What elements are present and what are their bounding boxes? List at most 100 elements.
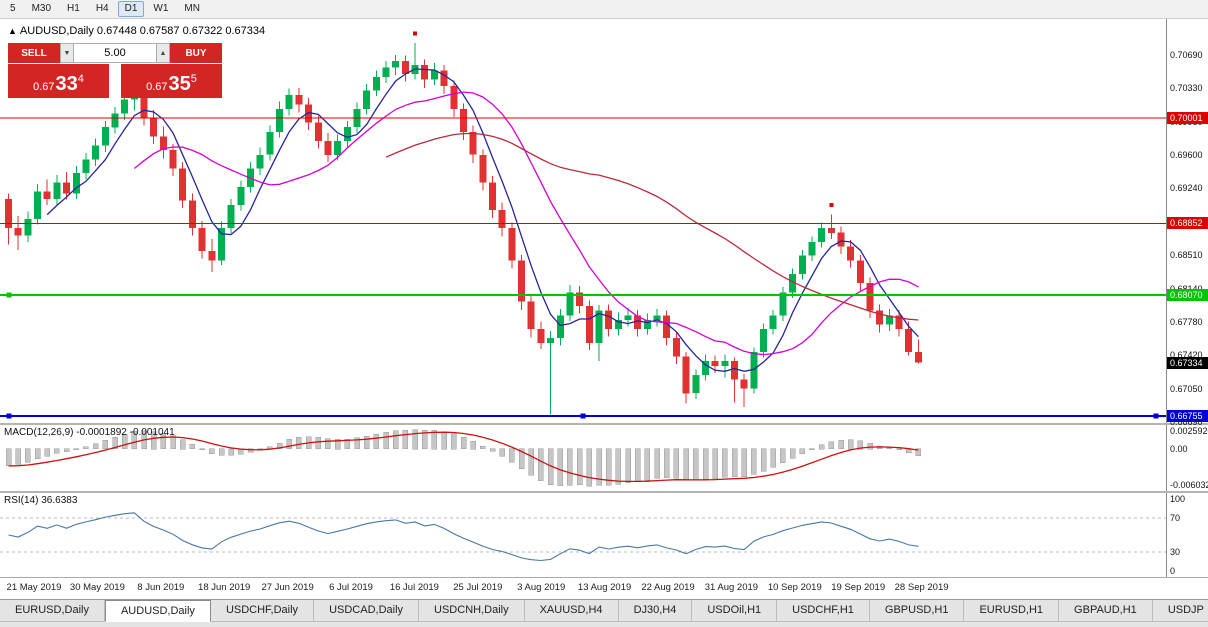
price-tick-label: 0.67780: [1170, 316, 1203, 327]
timeframe-toolbar: 5 M30 H1 H4 D1 W1 MN: [0, 0, 1208, 19]
date-label: 27 Jun 2019: [261, 582, 314, 593]
time-axis[interactable]: 21 May 2019 30 May 2019 8 Jun 2019 18 Jun 2…: [0, 577, 1208, 599]
rsi-panel[interactable]: RSI(14) 36.6383 100 70 30 0: [0, 493, 1208, 577]
ma-slow-line: [385, 132, 919, 321]
rsi-axis[interactable]: 100 70 30 0: [1166, 493, 1208, 577]
chart-tab[interactable]: EURUSD,H1: [964, 600, 1060, 622]
rsi-chart: [0, 512, 1166, 562]
line-handle: [6, 292, 12, 298]
volume-stepper: ▼ 5.00 ▲: [60, 43, 170, 63]
chart-tab[interactable]: XAUUSD,H4: [524, 600, 619, 622]
price-chart[interactable]: [0, 19, 1166, 423]
signal-marker: [829, 203, 834, 208]
buy-price-button[interactable]: 0.67 35 5: [121, 64, 222, 98]
price-tick-label: 0.68510: [1170, 249, 1203, 260]
chart-ohlc-header: ▲ AUDUSD,Daily 0.67448 0.67587 0.67322 0.…: [8, 25, 265, 37]
date-label: 22 Aug 2019: [641, 582, 695, 593]
level-price-badge: 0.70001: [1167, 112, 1208, 124]
timeframe-button-H4[interactable]: H4: [95, 3, 109, 14]
signal-marker: [413, 31, 418, 36]
macd-chart: [5, 429, 922, 487]
price-tick-label: 0.69600: [1170, 149, 1203, 160]
price-tick-label: 0.69240: [1170, 182, 1203, 193]
chart-tab[interactable]: USDCNH,Daily: [419, 600, 525, 622]
date-label: 21 May 2019: [6, 582, 62, 593]
date-label: 8 Jun 2019: [137, 582, 185, 593]
chart-tab[interactable]: USDCHF,Daily: [210, 600, 315, 622]
timeframe-button-M30[interactable]: M30: [31, 3, 52, 14]
volume-decrease-button[interactable]: ▼: [60, 43, 74, 63]
date-label: 3 Aug 2019: [517, 582, 566, 593]
timeframe-button-W1[interactable]: W1: [153, 3, 169, 14]
date-label: 10 Sep 2019: [767, 582, 822, 593]
volume-input[interactable]: 5.00: [74, 43, 156, 63]
date-label: 28 Sep 2019: [894, 582, 949, 593]
chart-tab[interactable]: USDJP: [1152, 600, 1208, 622]
chart-tab[interactable]: EURUSD,Daily: [0, 600, 105, 622]
buy-price-sup: 5: [190, 73, 197, 85]
rsi-tick-label: 100: [1170, 494, 1186, 504]
price-tick-label: 0.67420: [1170, 349, 1203, 360]
price-tick-label: 0.70690: [1170, 49, 1203, 60]
rsi-tick-label: 0: [1170, 566, 1176, 576]
ma-fast-line: [46, 68, 919, 372]
timeframe-button-H1[interactable]: H1: [67, 3, 80, 14]
collapse-panel-triangle-icon[interactable]: ▲: [8, 26, 17, 36]
chart-tab[interactable]: GBPAUD,H1: [1059, 600, 1153, 622]
date-label: 30 May 2019: [69, 582, 125, 593]
sell-price-prefix: 0.67: [33, 81, 55, 93]
sell-price-big: 33: [55, 73, 78, 95]
date-label: 18 Jun 2019: [198, 582, 251, 593]
line-handle: [580, 413, 586, 419]
line-handle: [6, 413, 12, 419]
chart-tabs-bar: EURUSD,Daily AUDUSD,Daily USDCHF,Daily USDC…: [0, 599, 1208, 627]
current-price-badge: 0.67334: [1167, 356, 1208, 369]
timeframe-button-5[interactable]: 5: [10, 3, 16, 14]
date-label: 6 Jul 2019: [329, 582, 373, 593]
chart-tab[interactable]: USDCAD,Daily: [314, 600, 420, 622]
price-tick-label: 0.70330: [1170, 82, 1203, 93]
macd-min-label: -0.0060320: [1170, 480, 1208, 490]
chart-tab[interactable]: USDCHF,H1: [777, 600, 870, 622]
chart-tab[interactable]: AUDUSD,Daily: [104, 600, 211, 622]
timeframe-button-D1[interactable]: D1: [117, 1, 145, 17]
chart-area[interactable]: ▲ AUDUSD,Daily 0.67448 0.67587 0.67322 0.…: [0, 19, 1208, 427]
volume-increase-button[interactable]: ▲: [156, 43, 170, 63]
macd-label: MACD(12,26,9) -0.0001892 -0.001041: [4, 427, 175, 438]
price-axis[interactable]: 0.706900.703300.699600.696000.692400.688…: [1166, 19, 1208, 427]
buy-button[interactable]: BUY: [170, 43, 222, 63]
chart-tab[interactable]: GBPUSD,H1: [869, 600, 965, 622]
buy-button-label: BUY: [185, 47, 207, 59]
symbol-ohlc-text: AUDUSD,Daily 0.67448 0.67587 0.67322 0.6…: [19, 25, 266, 37]
buy-price-big: 35: [168, 73, 191, 95]
candles-layer: [5, 42, 922, 415]
sell-price-sup: 4: [77, 73, 84, 85]
date-label: 16 Jul 2019: [389, 582, 439, 593]
price-tick-label: 0.67050: [1170, 383, 1203, 394]
one-click-trading-panel: SELL ▼ 5.00 ▲ BUY 0.67 33 4 0.67 35 5: [8, 43, 222, 98]
macd-zero-label: 0.00: [1170, 443, 1188, 454]
date-label: 13 Aug 2019: [577, 582, 632, 593]
rsi-tick-label: 30: [1170, 546, 1181, 557]
date-label: 25 Jul 2019: [453, 582, 503, 593]
sell-button[interactable]: SELL: [8, 43, 60, 63]
panel-splitter[interactable]: [0, 491, 1208, 493]
ma-medium-line: [133, 91, 919, 356]
date-label: 31 Aug 2019: [704, 582, 759, 593]
chart-tab[interactable]: USDOil,H1: [692, 600, 778, 622]
level-price-badge: 0.68070: [1167, 289, 1208, 302]
sell-price-button[interactable]: 0.67 33 4: [8, 64, 109, 98]
date-label: 19 Sep 2019: [831, 582, 886, 593]
timeframe-button-MN[interactable]: MN: [184, 3, 200, 14]
line-handle: [1153, 413, 1159, 419]
macd-panel[interactable]: MACD(12,26,9) -0.0001892 -0.001041 0.002…: [0, 425, 1208, 491]
price-tick-label: 0.68140: [1170, 284, 1203, 294]
rsi-label: RSI(14) 36.6383: [4, 495, 78, 506]
buy-price-prefix: 0.67: [146, 81, 168, 93]
chart-tab[interactable]: DJ30,H4: [618, 600, 693, 622]
rsi-tick-label: 70: [1170, 513, 1181, 524]
panel-splitter[interactable]: [0, 423, 1208, 425]
